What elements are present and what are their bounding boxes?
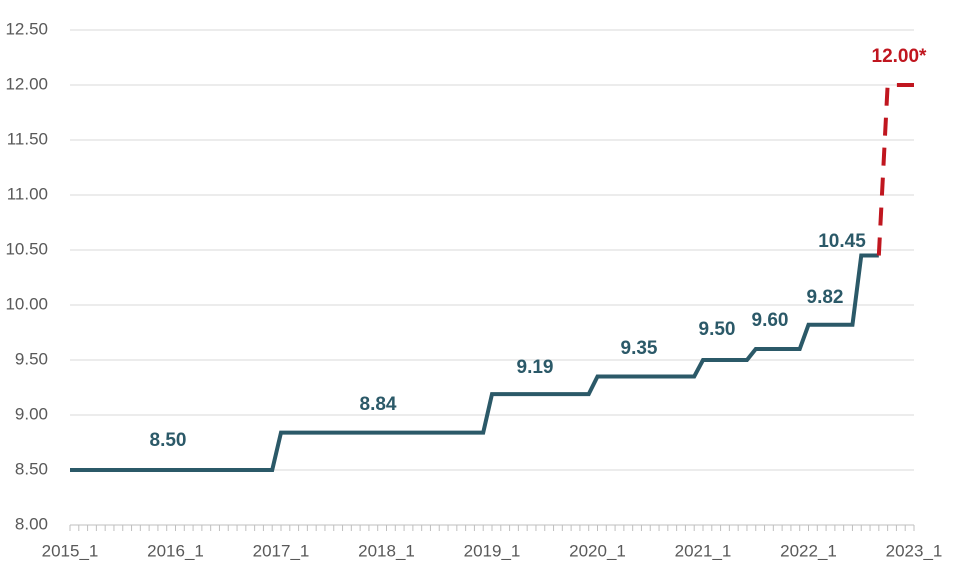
forecast-line [876,83,914,256]
data-label: 8.84 [360,394,397,415]
y-tick-label: 12.00 [5,74,48,93]
y-tick-label: 10.00 [5,294,48,313]
y-tick-label: 9.50 [15,349,48,368]
y-tick-label: 8.00 [15,514,48,533]
x-tick-label: 2019_1 [464,541,521,560]
x-tick-label: 2020_1 [569,541,626,560]
y-tick-label: 11.50 [7,129,48,148]
data-label: 9.19 [517,357,554,378]
data-label: 8.50 [150,430,187,451]
y-tick-label: 12.50 [5,19,48,38]
x-tick-label: 2016_1 [147,541,204,560]
y-tick-label: 9.00 [15,404,48,423]
data-line [70,253,879,472]
x-tick-label: 2015_1 [42,541,99,560]
y-tick-label: 11.00 [7,184,48,203]
data-label: 10.45 [818,231,866,252]
data-label: 12.00* [872,46,928,67]
data-label: 9.60 [752,310,789,331]
x-tick-label: 2022_1 [780,541,837,560]
x-tick-label: 2017_1 [253,541,310,560]
data-label: 9.35 [621,338,658,359]
x-tick-label: 2021_1 [675,541,732,560]
data-label: 9.50 [699,319,736,340]
y-tick-label: 10.50 [5,239,48,258]
y-tick-label: 8.50 [15,459,48,478]
x-tick-label: 2018_1 [358,541,415,560]
x-tick-label: 2023_1 [886,541,943,560]
data-label: 9.82 [807,287,844,308]
